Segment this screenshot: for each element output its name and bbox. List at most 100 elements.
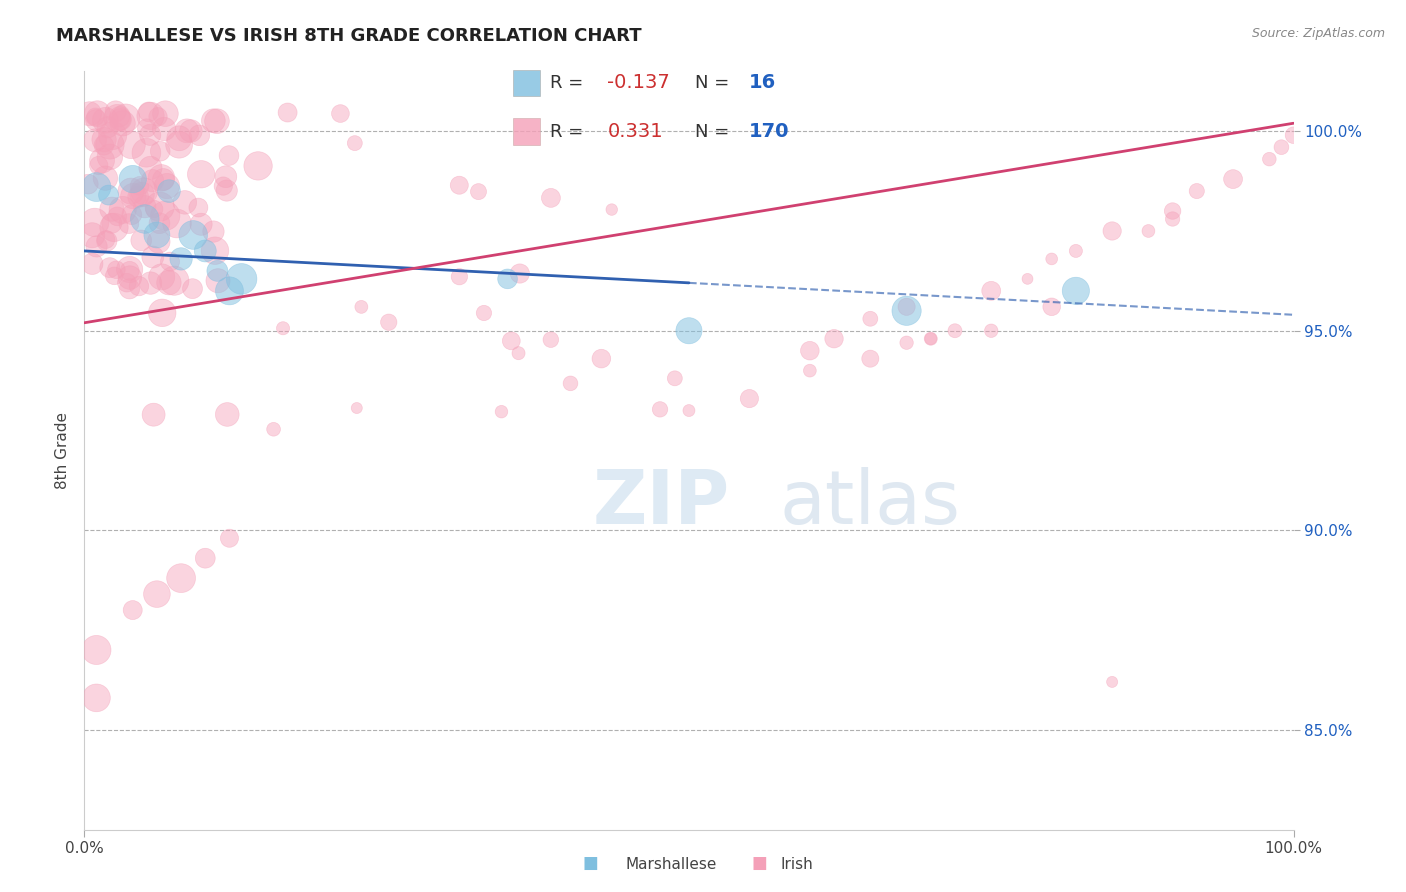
Point bbox=[980, 284, 1002, 298]
Point bbox=[139, 276, 162, 290]
Point bbox=[159, 254, 181, 268]
Point bbox=[86, 690, 108, 705]
Point bbox=[118, 262, 141, 277]
Point bbox=[678, 403, 700, 417]
Point bbox=[86, 643, 108, 657]
Point bbox=[271, 321, 294, 335]
Point bbox=[153, 122, 176, 136]
Point bbox=[591, 351, 613, 366]
Point bbox=[118, 217, 141, 231]
Point bbox=[350, 300, 373, 314]
Point bbox=[187, 201, 209, 215]
Point bbox=[134, 200, 156, 214]
Point bbox=[118, 264, 141, 278]
Point bbox=[101, 202, 124, 217]
Text: -0.137: -0.137 bbox=[607, 73, 671, 92]
Point bbox=[508, 346, 530, 360]
Point bbox=[170, 252, 193, 266]
Point bbox=[202, 113, 225, 128]
Point bbox=[190, 217, 212, 231]
Point bbox=[141, 174, 163, 188]
Point bbox=[93, 133, 115, 147]
Point bbox=[79, 107, 101, 121]
Point bbox=[146, 587, 169, 601]
Point bbox=[111, 116, 134, 130]
Point bbox=[170, 571, 193, 585]
Point bbox=[343, 136, 366, 150]
Point bbox=[146, 227, 169, 242]
Point bbox=[859, 311, 882, 326]
Point bbox=[91, 153, 114, 168]
Point bbox=[84, 113, 107, 128]
Point bbox=[82, 228, 104, 243]
Point bbox=[217, 408, 239, 422]
Point bbox=[231, 272, 253, 286]
Point bbox=[131, 187, 153, 202]
Text: Source: ZipAtlas.com: Source: ZipAtlas.com bbox=[1251, 27, 1385, 40]
Point bbox=[142, 250, 165, 264]
Point bbox=[540, 191, 562, 205]
Point bbox=[920, 332, 942, 346]
Point bbox=[150, 269, 173, 284]
Point bbox=[111, 202, 134, 217]
Point bbox=[377, 315, 399, 329]
Point bbox=[148, 216, 170, 230]
Point bbox=[86, 180, 108, 194]
Point bbox=[94, 171, 117, 186]
Point bbox=[980, 324, 1002, 338]
Point bbox=[1185, 184, 1208, 198]
Point bbox=[101, 128, 124, 143]
Point bbox=[105, 111, 128, 125]
Point bbox=[142, 408, 165, 422]
Point bbox=[509, 267, 531, 281]
Point bbox=[155, 209, 177, 223]
Point bbox=[120, 184, 142, 198]
Point bbox=[135, 121, 157, 136]
Point bbox=[105, 262, 128, 277]
Text: 0.331: 0.331 bbox=[607, 122, 664, 141]
Point bbox=[138, 104, 160, 119]
Point bbox=[1270, 140, 1292, 154]
Point bbox=[97, 120, 120, 135]
Point bbox=[173, 195, 195, 210]
Point bbox=[84, 133, 107, 147]
Point bbox=[129, 233, 152, 247]
Point bbox=[1101, 224, 1123, 238]
Point bbox=[121, 172, 143, 186]
Point bbox=[1064, 284, 1087, 298]
Point bbox=[823, 332, 845, 346]
Point bbox=[218, 531, 240, 545]
Point bbox=[1161, 212, 1184, 227]
Point bbox=[738, 392, 761, 406]
Point bbox=[896, 303, 918, 318]
Point bbox=[146, 110, 169, 124]
Point bbox=[247, 159, 270, 173]
Point bbox=[1040, 300, 1063, 314]
Point bbox=[218, 284, 240, 298]
Point bbox=[472, 306, 495, 320]
Point bbox=[150, 170, 173, 185]
Point bbox=[77, 177, 100, 191]
Point bbox=[135, 145, 157, 160]
Point bbox=[648, 402, 671, 417]
Point bbox=[157, 276, 180, 290]
Point bbox=[194, 244, 217, 258]
Point bbox=[132, 185, 155, 199]
Point bbox=[329, 106, 352, 120]
Point bbox=[560, 376, 582, 391]
Point bbox=[491, 405, 513, 419]
Point bbox=[1040, 252, 1063, 266]
Point bbox=[148, 235, 170, 249]
Point bbox=[134, 212, 156, 227]
Point bbox=[143, 202, 166, 216]
Point bbox=[166, 217, 188, 231]
Point bbox=[86, 107, 108, 121]
Point bbox=[110, 112, 132, 127]
Point bbox=[1258, 152, 1281, 166]
Text: 16: 16 bbox=[749, 73, 776, 92]
Point bbox=[98, 150, 121, 164]
Point bbox=[122, 189, 145, 203]
Text: Irish: Irish bbox=[780, 857, 813, 872]
Point bbox=[263, 422, 285, 436]
Point bbox=[155, 106, 177, 120]
